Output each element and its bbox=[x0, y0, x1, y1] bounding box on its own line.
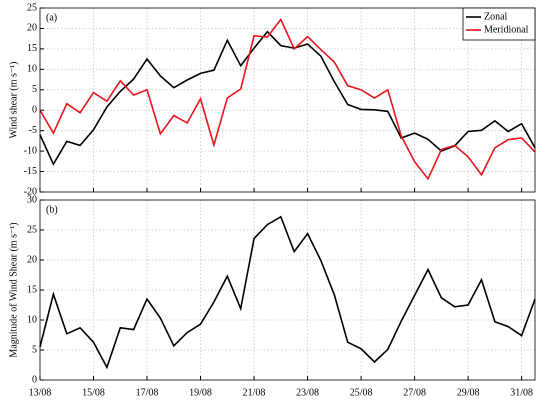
y-axis-label: Wind shear (m s⁻¹) bbox=[8, 61, 19, 138]
legend-box bbox=[462, 7, 536, 41]
panel-label: (a) bbox=[46, 12, 57, 23]
x-tick-label: 27/08 bbox=[403, 387, 426, 398]
y-tick-label: 25 bbox=[27, 224, 37, 235]
y-tick-label: 15 bbox=[27, 284, 37, 295]
x-tick-label: 17/08 bbox=[136, 387, 159, 398]
y-tick-label: 5 bbox=[32, 84, 37, 95]
y-tick-label: 25 bbox=[27, 2, 37, 13]
x-tick-label: 13/08 bbox=[29, 387, 52, 398]
y-tick-label: -5 bbox=[29, 125, 37, 136]
x-tick-label: 23/08 bbox=[296, 387, 319, 398]
y-tick-label: 20 bbox=[27, 23, 37, 34]
x-tick-label: 19/08 bbox=[189, 387, 212, 398]
y-tick-label: 10 bbox=[27, 314, 37, 325]
y-tick-label: 30 bbox=[27, 194, 37, 205]
plot-frame bbox=[39, 7, 536, 193]
line-series bbox=[39, 30, 536, 166]
line-series bbox=[39, 215, 536, 370]
y-tick-label: 0 bbox=[32, 374, 37, 385]
y-tick-label: 15 bbox=[27, 43, 37, 54]
y-axis-label: Magnitude of Wind Shear (m s⁻¹) bbox=[8, 222, 19, 357]
y-tick-label: -20 bbox=[24, 186, 37, 197]
x-tick-label: 21/08 bbox=[243, 387, 266, 398]
line-series bbox=[39, 17, 536, 181]
panel-label: (b) bbox=[46, 204, 58, 215]
legend-label: Zonal bbox=[484, 11, 508, 22]
x-tick-label: 29/08 bbox=[457, 387, 480, 398]
legend-label: Meridional bbox=[484, 24, 529, 35]
plot-frame bbox=[39, 199, 536, 381]
x-tick-label: 31/08 bbox=[510, 387, 533, 398]
x-tick-label: 15/08 bbox=[82, 387, 105, 398]
y-tick-label: -10 bbox=[24, 145, 37, 156]
x-tick-label: 25/08 bbox=[350, 387, 373, 398]
y-tick-label: 0 bbox=[32, 105, 37, 116]
y-tick-label: 20 bbox=[27, 254, 37, 265]
y-tick-label: 10 bbox=[27, 64, 37, 75]
y-tick-label: 5 bbox=[32, 344, 37, 355]
y-tick-label: -15 bbox=[24, 166, 37, 177]
